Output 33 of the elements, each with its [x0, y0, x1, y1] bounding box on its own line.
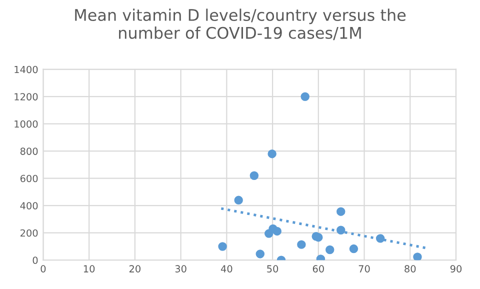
y-tick-label: 600: [20, 174, 38, 182]
x-tick-label: 60: [312, 265, 324, 272]
point: [268, 149, 276, 158]
x-tick-label: 40: [220, 265, 232, 272]
x-tick-label: 50: [267, 265, 278, 272]
point: [349, 244, 358, 254]
point: [336, 207, 346, 216]
point: [234, 196, 243, 205]
y-tick-label: 1200: [14, 93, 38, 100]
point: [250, 171, 259, 180]
y-tick-label: 0: [32, 256, 38, 264]
x-tick-label: 80: [404, 265, 416, 272]
x-tick-label: 0: [40, 265, 46, 272]
y-tick-label: 200: [20, 229, 38, 237]
point: [300, 92, 310, 101]
chart-title: Mean vitamin D levels/country versus the number of COVID-19 cases/1M: [75, 8, 406, 40]
point: [376, 234, 385, 243]
y-tick-label: 800: [20, 148, 38, 155]
x-tick-label: 10: [84, 265, 95, 272]
y-tick-label: 1000: [14, 120, 38, 128]
point: [297, 240, 306, 249]
point: [272, 226, 282, 236]
x-tick-label: 30: [175, 265, 186, 272]
y-tick-label: 400: [20, 202, 38, 210]
x-tick-label: 90: [450, 265, 462, 272]
x-tick-label: 20: [129, 265, 140, 272]
point: [218, 242, 227, 251]
point: [256, 250, 265, 258]
x-tick-label: 70: [358, 265, 370, 272]
point: [336, 226, 346, 234]
point: [413, 252, 422, 260]
y-tick-label: 1400: [14, 66, 38, 74]
point: [325, 245, 334, 254]
